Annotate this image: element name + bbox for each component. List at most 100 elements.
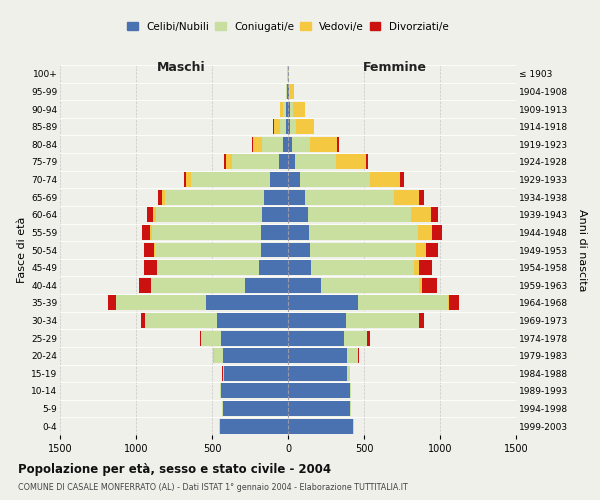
Bar xyxy=(156,208,262,222)
Bar xyxy=(279,154,288,170)
Text: Maschi: Maschi xyxy=(157,62,206,74)
Bar xyxy=(109,296,116,310)
Bar xyxy=(288,190,305,204)
Bar xyxy=(308,225,418,240)
Bar xyxy=(270,172,288,187)
Bar xyxy=(288,242,310,258)
Bar xyxy=(214,348,223,363)
Bar xyxy=(232,154,279,170)
Bar xyxy=(288,84,289,99)
Bar xyxy=(310,137,337,152)
Bar xyxy=(151,278,245,292)
Bar xyxy=(116,296,206,310)
Bar xyxy=(416,242,425,258)
Bar xyxy=(419,313,424,328)
Bar xyxy=(283,137,288,152)
Bar xyxy=(223,401,288,416)
Bar xyxy=(217,313,288,328)
Bar xyxy=(226,154,232,170)
Bar xyxy=(350,384,351,398)
Bar xyxy=(157,260,259,275)
Bar xyxy=(288,225,308,240)
Bar xyxy=(288,348,347,363)
Bar xyxy=(220,418,288,434)
Bar xyxy=(148,208,154,222)
Bar xyxy=(308,208,411,222)
Bar xyxy=(346,313,419,328)
Bar xyxy=(414,260,419,275)
Bar xyxy=(206,296,288,310)
Bar xyxy=(422,278,437,292)
Bar xyxy=(289,84,290,99)
Text: Popolazione per età, sesso e stato civile - 2004: Popolazione per età, sesso e stato civil… xyxy=(18,462,331,475)
Bar xyxy=(288,278,322,292)
Text: Femmine: Femmine xyxy=(362,62,427,74)
Bar xyxy=(259,260,288,275)
Bar xyxy=(366,154,368,170)
Bar xyxy=(145,313,217,328)
Bar xyxy=(288,102,290,116)
Bar xyxy=(288,296,358,310)
Bar xyxy=(288,366,347,381)
Bar xyxy=(305,190,394,204)
Bar xyxy=(221,330,288,345)
Text: COMUNE DI CASALE MONFERRATO (AL) - Dati ISTAT 1° gennaio 2004 - Elaborazione TUT: COMUNE DI CASALE MONFERRATO (AL) - Dati … xyxy=(18,482,408,492)
Bar xyxy=(288,137,292,152)
Bar xyxy=(449,296,459,310)
Bar xyxy=(144,242,154,258)
Bar xyxy=(288,119,290,134)
Bar xyxy=(288,208,308,222)
Bar xyxy=(288,260,311,275)
Bar xyxy=(165,190,263,204)
Bar xyxy=(288,172,300,187)
Bar xyxy=(262,137,283,152)
Bar xyxy=(151,225,152,240)
Bar xyxy=(336,154,366,170)
Bar xyxy=(186,172,191,187)
Bar xyxy=(419,260,433,275)
Bar xyxy=(347,366,350,381)
Bar xyxy=(245,278,288,292)
Bar xyxy=(280,119,286,134)
Bar xyxy=(154,242,155,258)
Bar xyxy=(419,190,424,204)
Bar xyxy=(400,172,404,187)
Bar xyxy=(337,137,338,152)
Bar xyxy=(288,418,353,434)
Bar xyxy=(202,330,221,345)
Bar xyxy=(425,242,438,258)
Bar xyxy=(224,154,226,170)
Bar xyxy=(419,278,422,292)
Bar xyxy=(191,172,270,187)
Bar xyxy=(292,137,310,152)
Bar xyxy=(200,330,201,345)
Bar xyxy=(253,137,262,152)
Legend: Celibi/Nubili, Coniugati/e, Vedovi/e, Divorziati/e: Celibi/Nubili, Coniugati/e, Vedovi/e, Di… xyxy=(124,18,452,34)
Bar xyxy=(280,102,283,116)
Bar xyxy=(139,278,151,292)
Bar xyxy=(370,172,400,187)
Bar xyxy=(184,172,186,187)
Bar xyxy=(263,190,288,204)
Bar xyxy=(252,137,253,152)
Bar xyxy=(162,190,165,204)
Bar xyxy=(220,384,221,398)
Bar xyxy=(155,242,262,258)
Bar xyxy=(288,384,350,398)
Bar xyxy=(295,154,336,170)
Bar xyxy=(223,348,288,363)
Bar xyxy=(262,225,288,240)
Bar xyxy=(311,260,414,275)
Bar xyxy=(344,330,367,345)
Bar xyxy=(158,190,162,204)
Bar xyxy=(290,102,293,116)
Bar xyxy=(288,330,344,345)
Bar xyxy=(288,313,346,328)
Bar xyxy=(431,225,442,240)
Bar xyxy=(290,84,294,99)
Bar xyxy=(262,208,288,222)
Bar xyxy=(287,84,288,99)
Bar xyxy=(154,208,156,222)
Bar xyxy=(448,296,449,310)
Y-axis label: Anni di nascita: Anni di nascita xyxy=(577,209,587,291)
